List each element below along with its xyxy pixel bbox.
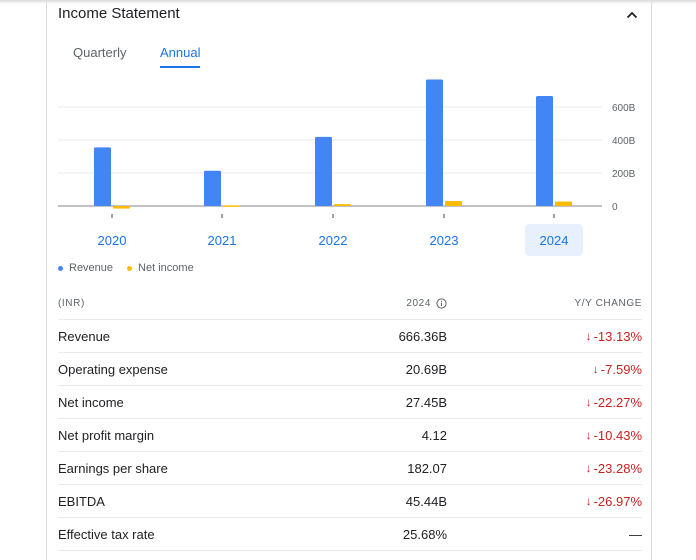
table-row: Net income 27.45B ↓ -22.27% <box>58 386 642 419</box>
legend-net-income-dot <box>127 265 133 271</box>
tab-annual[interactable]: Annual <box>160 45 201 68</box>
revenue-bar <box>204 170 221 206</box>
net-income-bar <box>334 204 351 206</box>
table-body: Revenue 666.36B ↓ -13.13% Operating expense 2… <box>58 320 642 551</box>
row-change-value: -10.43% <box>593 427 642 443</box>
row-change-value: -22.27% <box>593 394 642 410</box>
y-tick-label: 0 <box>612 202 618 213</box>
table-row: Operating expense 20.69B ↓ -7.59% <box>58 353 642 386</box>
financials-table: (INR) 2024 Y/Y CHANGE Revenue 666.36B ↓ -13… <box>58 288 642 551</box>
row-value: 182.07 <box>407 460 447 476</box>
row-change-value: — <box>629 526 642 542</box>
row-value: 25.68% <box>402 526 447 542</box>
revenue-bar <box>315 136 332 206</box>
row-value: 45.44B <box>405 493 447 509</box>
arrow-down-icon: ↓ <box>592 362 599 376</box>
row-value: 27.45B <box>405 394 447 410</box>
year-button-2021[interactable]: 2021 <box>207 232 237 248</box>
year-button-2023[interactable]: 2023 <box>429 232 459 248</box>
header-year-label: 2024 <box>406 298 431 309</box>
revenue-bar <box>536 96 553 206</box>
y-tick-label: 400B <box>612 136 636 147</box>
table-row: Revenue 666.36B ↓ -13.13% <box>58 320 642 353</box>
row-change: ↓ -7.59% <box>593 353 642 385</box>
row-label: EBITDA <box>58 493 105 509</box>
row-label: Revenue <box>58 328 111 344</box>
year-button-2022[interactable]: 2022 <box>318 232 348 248</box>
income-statement-card: Income Statement Quarterly Annual <box>46 0 652 560</box>
row-label: Operating expense <box>58 361 168 377</box>
table-header-row: (INR) 2024 Y/Y CHANGE <box>58 288 642 320</box>
row-label: Earnings per share <box>58 460 168 476</box>
top-shadow <box>0 0 696 4</box>
revenue-bar <box>94 147 111 206</box>
revenue-bar <box>426 79 443 206</box>
table-row: Net profit margin 4.12 ↓ -10.43% <box>58 419 642 452</box>
income-chart: 0 200B 400B 600B <box>58 79 636 218</box>
net-income-bar <box>555 201 572 206</box>
table-row: Effective tax rate 25.68% — <box>58 518 642 551</box>
row-value: 666.36B <box>398 328 447 344</box>
legend-net-income-label: Net income <box>138 262 194 274</box>
legend-revenue-label: Revenue <box>69 262 114 274</box>
header-year: 2024 <box>406 288 447 319</box>
arrow-down-icon: ↓ <box>585 428 592 442</box>
table-row: Earnings per share 182.07 ↓ -23.28% <box>58 452 642 485</box>
y-tick-label: 600B <box>612 103 636 114</box>
row-change-value: -23.28% <box>593 460 642 476</box>
row-change: ↓ -26.97% <box>586 485 642 517</box>
header-change: Y/Y CHANGE <box>574 298 642 309</box>
row-change: — <box>629 518 642 550</box>
chart-legend: Revenue Net income <box>58 262 208 274</box>
card-title: Income Statement <box>58 5 180 22</box>
info-icon[interactable] <box>436 298 447 309</box>
tab-quarterly[interactable]: Quarterly <box>73 45 127 60</box>
net-income-bar <box>445 201 462 206</box>
y-tick-label: 200B <box>612 169 636 180</box>
header-currency: (INR) <box>58 298 85 309</box>
year-button-2020[interactable]: 2020 <box>97 232 127 248</box>
row-label: Effective tax rate <box>58 526 155 542</box>
arrow-down-icon: ↓ <box>585 329 592 343</box>
chevron-up-icon[interactable] <box>623 6 641 24</box>
legend-net-income: Net income <box>127 262 194 274</box>
row-change: ↓ -13.13% <box>586 320 642 352</box>
row-change-value: -7.59% <box>600 361 642 377</box>
row-change-value: -26.97% <box>593 493 642 509</box>
legend-revenue: Revenue <box>58 262 113 274</box>
arrow-down-icon: ↓ <box>585 494 592 508</box>
row-change: ↓ -22.27% <box>586 386 642 418</box>
row-change-value: -13.13% <box>593 328 642 344</box>
arrow-down-icon: ↓ <box>585 461 592 475</box>
net-income-bar <box>223 205 240 207</box>
legend-revenue-dot <box>58 265 63 271</box>
row-label: Net profit margin <box>58 427 155 443</box>
year-button-2024[interactable]: 2024 <box>525 224 583 256</box>
row-change: ↓ -10.43% <box>586 419 642 451</box>
net-income-bar <box>113 206 130 209</box>
row-value: 4.12 <box>421 427 447 443</box>
arrow-down-icon: ↓ <box>585 395 592 409</box>
row-value: 20.69B <box>405 361 447 377</box>
table-row: EBITDA 45.44B ↓ -26.97% <box>58 485 642 518</box>
row-label: Net income <box>58 394 124 410</box>
row-change: ↓ -23.28% <box>586 452 642 484</box>
